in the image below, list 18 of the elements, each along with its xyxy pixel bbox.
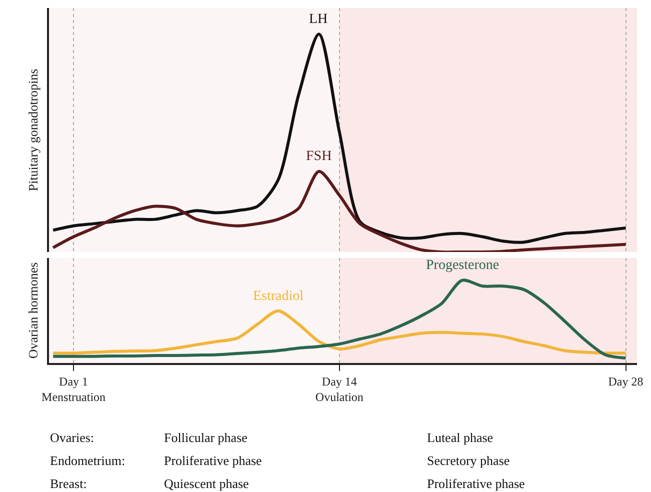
text: Proliferative phase (427, 476, 526, 491)
text: Breast: (50, 476, 87, 491)
series-label: FSH (306, 149, 332, 164)
series-label: Progesterone (426, 258, 500, 273)
x-tick-label: Day 28 (608, 374, 644, 388)
series-label: Estradiol (253, 289, 304, 304)
text: Secretory phase (427, 453, 510, 468)
text: Endometrium: (50, 453, 126, 468)
series-label: LH (309, 12, 328, 27)
text: Quiescent phase (164, 476, 250, 491)
x-tick-label: Day 14 Ovulation (315, 374, 364, 404)
x-tick-label: Day 1 Menstruation (42, 374, 106, 404)
text: Ovaries: (50, 430, 94, 445)
text: Proliferative phase (164, 453, 262, 468)
text: Luteal phase (427, 430, 494, 445)
y-axis-title: Ovarian hormones (25, 262, 40, 359)
text: Follicular phase (164, 430, 248, 445)
y-axis-title: Pituitary gonadotropins (25, 68, 40, 192)
